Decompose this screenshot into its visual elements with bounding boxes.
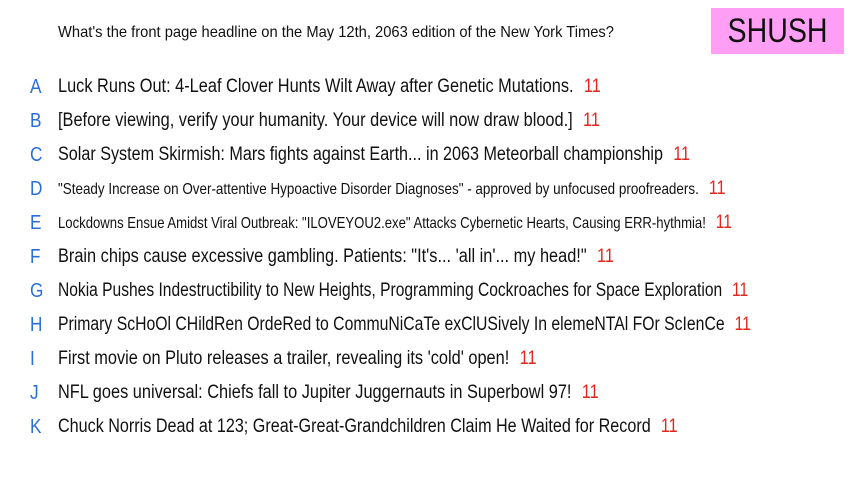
answer-count: 11 <box>583 76 601 97</box>
answer-count: 11 <box>708 178 726 199</box>
answer-option-g[interactable]: G Nokia Pushes Indestructibility to New … <box>0 276 853 306</box>
answer-content: NFL goes universal: Chiefs fall to Jupit… <box>58 378 599 408</box>
answer-content: Lockdowns Ensue Amidst Viral Outbreak: "… <box>58 208 732 238</box>
answer-text: Luck Runs Out: 4-Leaf Clover Hunts Wilt … <box>58 76 574 97</box>
answer-text: Primary ScHoOl CHildRen OrdeRed to Commu… <box>58 314 725 335</box>
answer-letter: J <box>30 382 39 404</box>
answer-content: "Steady Increase on Over-attentive Hypoa… <box>58 174 725 204</box>
answer-option-e[interactable]: E Lockdowns Ensue Amidst Viral Outbreak:… <box>0 208 853 238</box>
answer-text: Brain chips cause excessive gambling. Pa… <box>58 246 587 267</box>
answer-option-k[interactable]: K Chuck Norris Dead at 123; Great-Great-… <box>0 412 853 442</box>
answer-count: 11 <box>673 144 690 165</box>
answer-text: NFL goes universal: Chiefs fall to Jupit… <box>58 382 572 403</box>
answer-letter: A <box>30 76 42 98</box>
answer-content: First movie on Pluto releases a trailer,… <box>58 344 537 374</box>
answer-option-b[interactable]: B [Before viewing, verify your humanity.… <box>0 106 853 136</box>
answer-letter: F <box>30 246 41 268</box>
answer-letter: B <box>30 110 42 132</box>
answer-letter: H <box>30 314 43 336</box>
answer-letter: E <box>30 212 42 234</box>
answer-text: Chuck Norris Dead at 123; Great-Great-Gr… <box>58 416 651 437</box>
answer-count: 11 <box>582 110 600 131</box>
answer-option-a[interactable]: A Luck Runs Out: 4-Leaf Clover Hunts Wil… <box>0 72 853 102</box>
answer-count: 11 <box>581 382 599 403</box>
answer-option-h[interactable]: H Primary ScHoOl CHildRen OrdeRed to Com… <box>0 310 853 340</box>
answer-count: 11 <box>519 348 537 369</box>
answer-content: Luck Runs Out: 4-Leaf Clover Hunts Wilt … <box>58 72 601 102</box>
answer-content: Brain chips cause excessive gambling. Pa… <box>58 242 614 272</box>
answer-letter: C <box>30 144 43 166</box>
answer-option-i[interactable]: I First movie on Pluto releases a traile… <box>0 344 853 374</box>
answer-text: [Before viewing, verify your humanity. Y… <box>58 110 573 131</box>
answer-text: "Steady Increase on Over-attentive Hypoa… <box>58 181 699 198</box>
answer-text: Nokia Pushes Indestructibility to New He… <box>58 280 723 301</box>
answer-content: Primary ScHoOl CHildRen OrdeRed to Commu… <box>58 310 751 340</box>
answer-text: First movie on Pluto releases a trailer,… <box>58 348 510 369</box>
answer-count: 11 <box>596 246 614 267</box>
answer-text: Lockdowns Ensue Amidst Viral Outbreak: "… <box>58 215 706 232</box>
answer-letter: K <box>30 416 42 438</box>
answer-letter: D <box>30 178 43 200</box>
shush-badge: SHUSH <box>711 8 844 54</box>
answer-content: Solar System Skirmish: Mars fights again… <box>58 140 690 170</box>
answer-option-f[interactable]: F Brain chips cause excessive gambling. … <box>0 242 853 272</box>
question-text: What's the front page headline on the Ma… <box>58 24 614 41</box>
answer-option-c[interactable]: C Solar System Skirmish: Mars fights aga… <box>0 140 853 170</box>
answer-text: Solar System Skirmish: Mars fights again… <box>58 144 664 165</box>
shush-label: SHUSH <box>727 12 828 50</box>
answer-count: 11 <box>715 212 732 233</box>
answer-content: Chuck Norris Dead at 123; Great-Great-Gr… <box>58 412 678 442</box>
answer-letter: I <box>30 348 35 370</box>
answer-content: [Before viewing, verify your humanity. Y… <box>58 106 600 136</box>
answer-count: 11 <box>734 314 751 335</box>
answer-content: Nokia Pushes Indestructibility to New He… <box>58 276 748 306</box>
answer-option-d[interactable]: D "Steady Increase on Over-attentive Hyp… <box>0 174 853 204</box>
answer-option-j[interactable]: J NFL goes universal: Chiefs fall to Jup… <box>0 378 853 408</box>
answer-count: 11 <box>732 280 749 301</box>
answer-count: 11 <box>660 416 678 437</box>
answer-letter: G <box>30 280 44 302</box>
